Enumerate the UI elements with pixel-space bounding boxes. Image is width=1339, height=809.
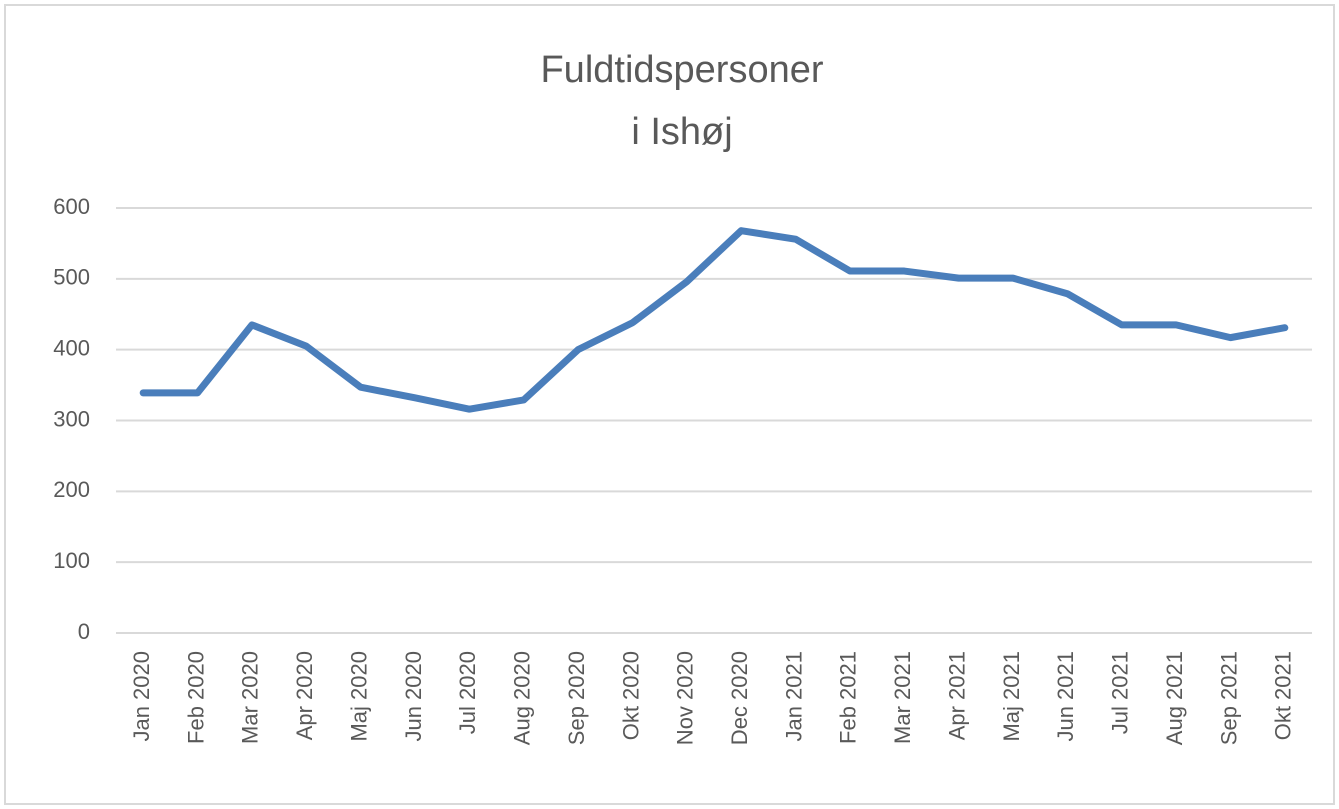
x-tick-label: Apr 2020: [292, 651, 317, 740]
x-tick-label: Feb 2020: [183, 651, 208, 744]
y-tick-label: 500: [53, 265, 90, 290]
x-tick-label: Apr 2021: [944, 651, 969, 740]
x-tick-label: Okt 2020: [618, 651, 643, 740]
x-tick-label: Maj 2020: [346, 651, 371, 742]
y-tick-label: 300: [53, 406, 90, 431]
x-tick-label: Jan 2021: [781, 651, 806, 742]
x-tick-label: Jan 2020: [129, 651, 154, 742]
x-tick-label: Jun 2020: [401, 651, 426, 742]
chart-frame: [4, 4, 1335, 805]
x-tick-label: Aug 2020: [510, 651, 535, 745]
x-tick-label: Aug 2021: [1162, 651, 1187, 745]
chart-title: Fuldtidspersoner: [540, 49, 823, 91]
y-tick-label: 600: [53, 194, 90, 219]
y-tick-label: 100: [53, 548, 90, 573]
y-tick-label: 200: [53, 477, 90, 502]
y-tick-label: 400: [53, 335, 90, 360]
data-line: [139, 227, 1289, 413]
x-tick-label: Jul 2021: [1108, 651, 1133, 734]
y-tick-label: 0: [78, 619, 90, 644]
x-tick-label: Jun 2021: [1053, 651, 1078, 742]
x-tick-label: Jul 2020: [455, 651, 480, 734]
x-tick-label: Sep 2021: [1216, 651, 1241, 745]
x-tick-label: Sep 2020: [564, 651, 589, 745]
x-tick-label: Feb 2021: [836, 651, 861, 744]
x-tick-label: Maj 2021: [999, 651, 1024, 742]
x-tick-label: Mar 2021: [890, 651, 915, 744]
x-tick-label: Nov 2020: [673, 651, 698, 745]
chart-title: i Ishøj: [631, 111, 732, 153]
x-tick-label: Dec 2020: [727, 651, 752, 745]
x-tick-label: Mar 2020: [238, 651, 263, 744]
x-tick-label: Okt 2021: [1271, 651, 1296, 740]
